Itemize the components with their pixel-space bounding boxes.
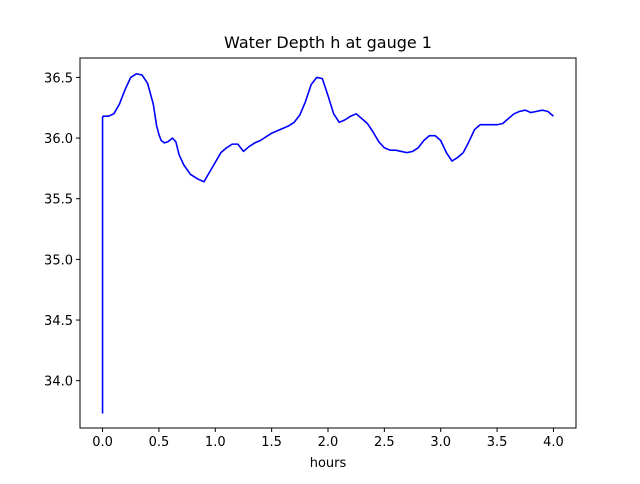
plot-frame [79,57,577,429]
y-tick-label: 34.5 [44,314,73,329]
series-layer [101,72,554,414]
x-tick-label: 4.0 [543,435,564,450]
x-tick-label: 2.5 [374,435,395,450]
x-axis-ticks: 0.0 0.5 1.0 1.5 2.0 2.5 3.0 3.5 4.0 [92,428,564,450]
y-tick-label: 36.5 [44,71,73,86]
x-tick-label: 3.0 [430,435,451,450]
y-tick-label: 36.0 [44,132,73,147]
y-tick-label: 35.5 [44,193,73,208]
x-tick-label: 0.5 [149,435,170,450]
x-tick-label: 1.0 [205,435,226,450]
chart-title: Water Depth h at gauge 1 [224,33,432,52]
series-line-0 [101,72,554,414]
x-tick-label: 1.5 [261,435,282,450]
y-tick-label: 34.0 [44,375,73,390]
y-tick-label: 35.0 [44,253,73,268]
y-axis-ticks: 34.0 34.5 35.0 35.5 36.0 36.5 [44,71,80,390]
x-tick-label: 2.0 [318,435,339,450]
x-axis-label: hours [310,456,347,471]
x-tick-label: 0.0 [92,435,113,450]
x-tick-label: 3.5 [487,435,508,450]
